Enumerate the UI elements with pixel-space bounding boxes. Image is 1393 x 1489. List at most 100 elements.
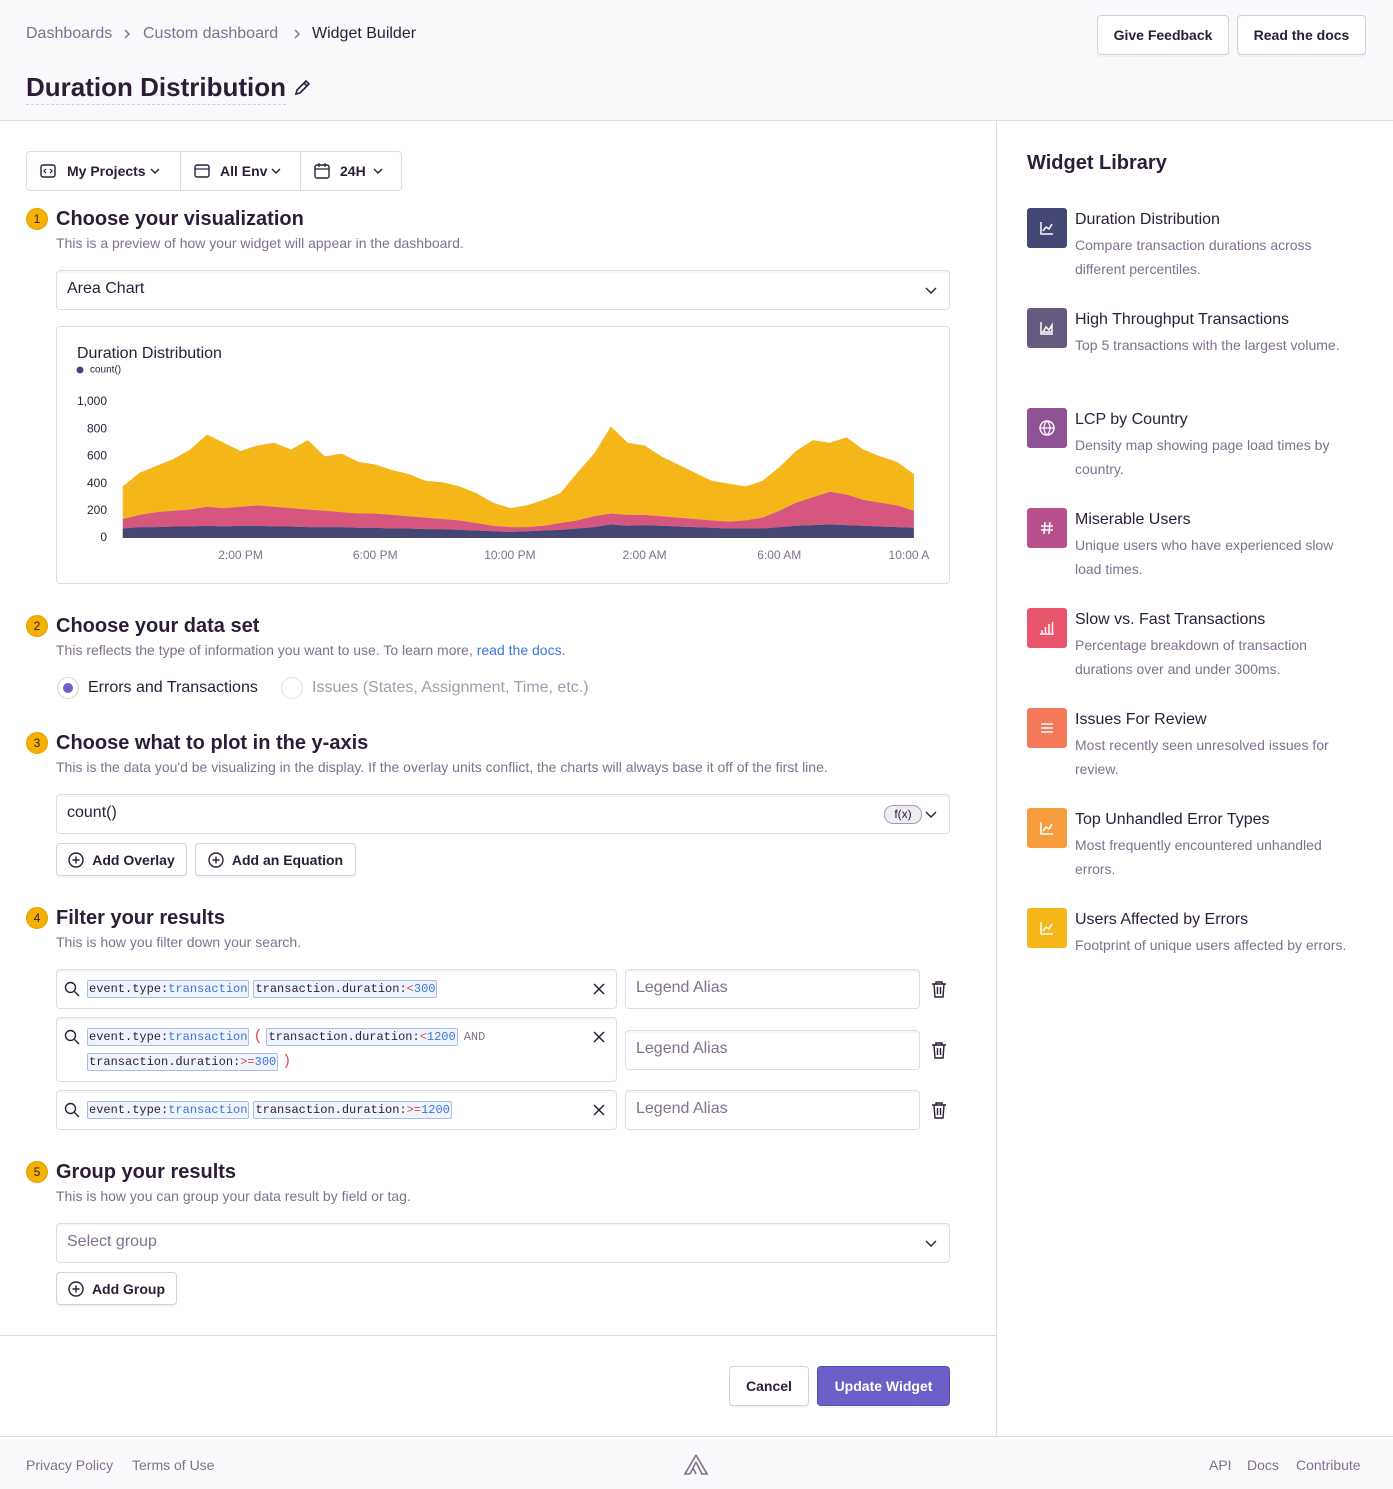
search-token[interactable]: transaction.duration: <300 [253, 980, 438, 998]
button[interactable]: Give Feedback [1097, 15, 1229, 55]
widget-icon[interactable] [1027, 308, 1067, 348]
widget-description: Percentage breakdown of transaction dura… [1075, 637, 1307, 677]
query-tokens: event.type: transaction transaction.durati… [87, 1101, 587, 1119]
icon-part [932, 1102, 946, 1119]
button[interactable]: Read the docs [1237, 15, 1366, 55]
widget-icon[interactable] [1027, 908, 1067, 948]
delete-icon[interactable] [930, 1101, 948, 1119]
breadcrumb[interactable]: Custom dashboard [143, 25, 279, 42]
widget-title[interactable]: High Throughput Transactions [1075, 311, 1290, 328]
widget-title[interactable]: Slow vs. Fast Transactions [1075, 611, 1266, 628]
token-value: 300 [254, 1055, 277, 1069]
clear-icon[interactable] [592, 982, 606, 996]
step-description: This is the data you'd be visualizing in… [56, 759, 828, 775]
breadcrumb[interactable]: Dashboards [26, 25, 113, 42]
edit-icon[interactable] [292, 78, 312, 98]
search-input[interactable] [56, 1017, 617, 1082]
search-token[interactable]: transaction.duration: >= 1200 [253, 1101, 452, 1119]
widget-title[interactable]: Duration Distribution [1075, 211, 1220, 228]
radio-dot [63, 683, 73, 693]
field-select[interactable] [56, 794, 950, 834]
logic-operator: AND [463, 1030, 486, 1044]
clear-icon[interactable] [592, 1103, 606, 1117]
icon [1041, 521, 1053, 535]
widget-title[interactable]: Miserable Users [1075, 511, 1191, 528]
search-token[interactable]: event.type: transaction [87, 1028, 250, 1046]
link[interactable]: read the docs [476, 642, 562, 658]
footer-link[interactable]: Contribute [1296, 1457, 1361, 1473]
token-operator: >= [240, 1055, 255, 1069]
widget-title[interactable]: LCP by Country [1075, 411, 1188, 428]
delete-icon[interactable] [930, 980, 948, 998]
widget-title[interactable]: Top Unhandled Error Types [1075, 811, 1270, 828]
token-value: transaction [168, 1103, 248, 1117]
select[interactable] [56, 270, 950, 310]
button[interactable]: Add Overlay [56, 843, 187, 876]
chevron-down [373, 168, 383, 174]
widget-icon[interactable] [1027, 608, 1067, 648]
divider [180, 152, 181, 190]
search-token[interactable]: event.type: transaction [87, 1101, 250, 1119]
widget-title[interactable]: Users Affected by Errors [1075, 911, 1249, 928]
widget-title[interactable]: Issues For Review [1075, 711, 1207, 728]
legend-alias-input[interactable] [625, 1090, 920, 1130]
step-title: Choose what to plot in the y-axis [56, 732, 369, 754]
widget-icon[interactable] [1027, 208, 1067, 248]
token-key: event.type: [89, 1030, 169, 1044]
widget-description: Most frequently encountered unhandled er… [1075, 837, 1322, 877]
y-tick-label: 200 [87, 503, 107, 517]
step-title: Group your results [56, 1161, 237, 1183]
plus-icon [68, 851, 84, 868]
button-label: Add Group [91, 1280, 166, 1297]
chevron-down [925, 811, 937, 818]
icon-part [593, 983, 605, 995]
widget-icon[interactable] [1027, 408, 1067, 448]
widget-icon[interactable] [1027, 708, 1067, 748]
chevron [124, 29, 130, 39]
delete-icon[interactable] [930, 1041, 948, 1059]
primary-button[interactable]: Update Widget [817, 1366, 950, 1406]
clear-icon[interactable] [592, 1030, 606, 1044]
legend-alias-input[interactable] [625, 969, 920, 1009]
chevron-down [925, 1240, 937, 1247]
widget-description: Compare transaction durations across dif… [1075, 237, 1312, 277]
footer-link[interactable]: API [1209, 1457, 1232, 1473]
footer-link[interactable]: Privacy Policy [26, 1457, 114, 1473]
button[interactable]: Add an Equation [195, 843, 356, 876]
query-tokens: event.type: transaction(transaction.durat… [87, 1028, 587, 1071]
radio-label[interactable]: Errors and Transactions [88, 679, 258, 696]
button[interactable]: Add Group [56, 1272, 177, 1305]
radio[interactable] [57, 677, 79, 699]
step-title: Choose your data set [56, 615, 260, 637]
button-label: Add Overlay [92, 851, 175, 868]
area [122, 524, 914, 538]
divider [0, 1335, 996, 1336]
chevron [294, 29, 300, 39]
sidebar-title: Widget Library [1027, 152, 1167, 174]
step-number: 3 [26, 732, 48, 754]
legend-alias-input[interactable] [625, 1030, 920, 1070]
token-operator: < [419, 1030, 427, 1044]
button[interactable]: Cancel [729, 1366, 809, 1406]
filter[interactable]: My Projects [67, 163, 146, 179]
search-token[interactable]: transaction.duration: >= 300 [87, 1053, 279, 1071]
icon [1040, 922, 1053, 935]
footer-link[interactable]: Docs [1247, 1457, 1279, 1473]
page-title[interactable]: Duration Distribution [26, 70, 286, 105]
footer-link[interactable]: Terms of Use [132, 1457, 215, 1473]
y-tick-label: 600 [87, 449, 107, 463]
icon [1039, 420, 1055, 436]
widget-icon[interactable] [1027, 508, 1067, 548]
filter[interactable]: 24H [340, 163, 366, 179]
paren: ) [282, 1053, 292, 1070]
filter[interactable]: All Env [220, 163, 268, 179]
search-token[interactable]: event.type: transaction [87, 980, 250, 998]
radio-label[interactable]: Issues (States, Assignment, Time, etc.) [312, 679, 589, 696]
radio[interactable] [281, 677, 303, 699]
widget-icon[interactable] [1027, 808, 1067, 848]
search-token[interactable]: transaction.duration: <1200 [266, 1028, 458, 1046]
badge: f(x) [884, 805, 922, 824]
token-key: transaction.duration: [255, 1103, 407, 1117]
select[interactable] [56, 1223, 950, 1263]
